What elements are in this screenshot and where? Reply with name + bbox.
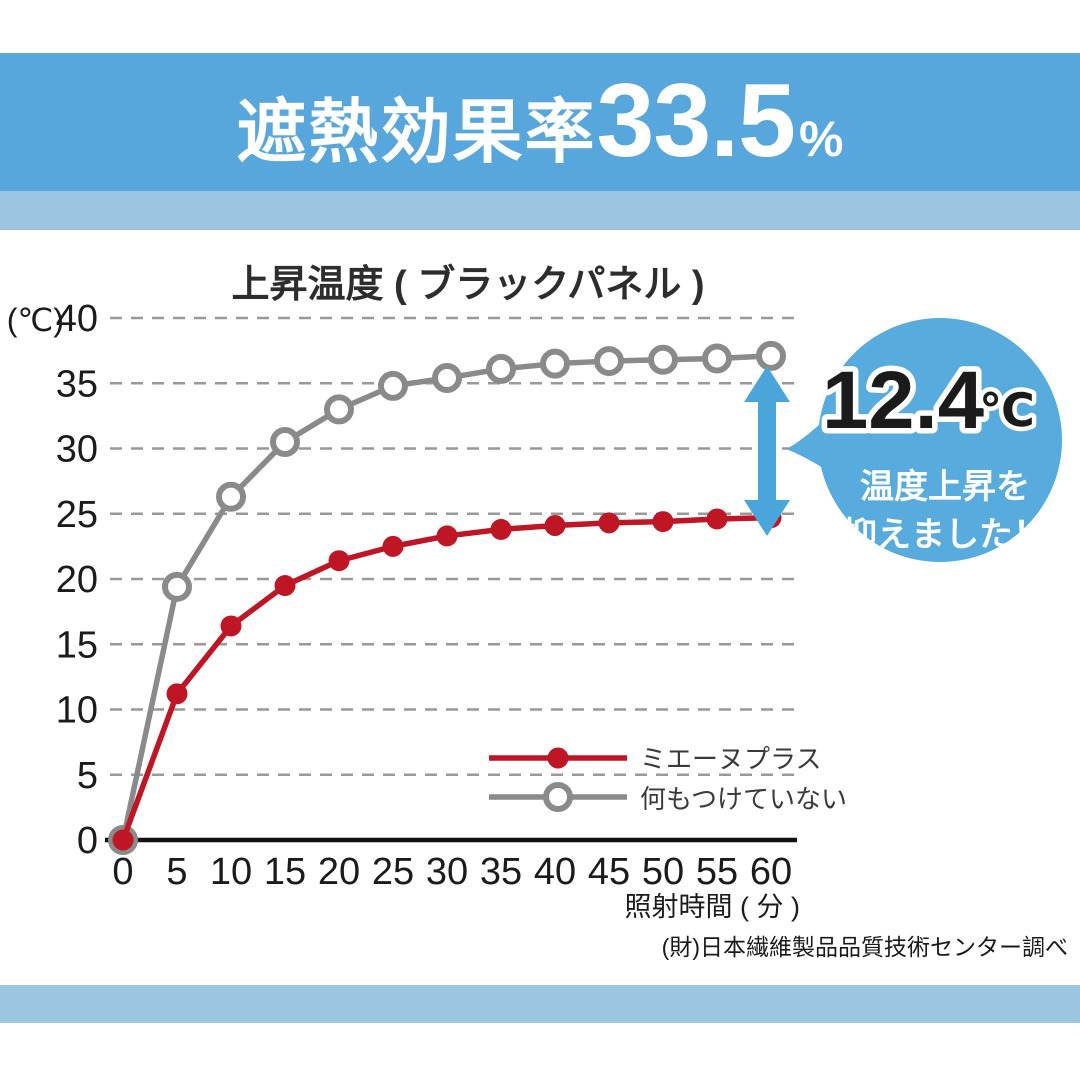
bubble-unit: ℃ [979,384,1035,436]
header-label: 遮熱効果率 [236,93,597,171]
chart-title: 上昇温度 ( ブラックパネル ) [231,263,704,306]
header-band [0,53,1080,191]
data-point-filled [166,683,188,705]
legend-open-circle-marker [543,782,573,812]
y-tick-label: 30 [56,429,98,471]
data-point-open [432,363,462,394]
x-tick-label: 55 [696,851,738,893]
data-point-filled [328,550,350,572]
data-point-open [216,481,246,512]
y-tick-label: 35 [56,363,98,405]
data-point-open [324,394,354,425]
x-tick-label: 30 [426,851,468,893]
y-tick-label: 20 [56,559,98,601]
y-tick-label: 15 [56,624,98,666]
data-point-open [540,348,570,379]
y-tick-label: 40 [56,298,98,340]
data-point-filled [598,512,620,534]
data-series [108,340,786,855]
x-tick-label: 40 [534,851,576,893]
x-axis-title: 照射時間 ( 分 ) [625,892,801,922]
data-point-filled [544,514,566,536]
bubble-circle [818,318,1062,562]
data-point-filled [220,615,242,637]
data-point-filled [652,511,674,533]
x-tick-label: 10 [210,851,252,893]
bubble-value: 12.4 [822,355,984,446]
data-point-filled [490,518,512,540]
data-point-filled [436,525,458,547]
legend-label-series2: 何もつけていない [640,784,847,814]
data-point-filled [274,575,296,597]
data-point-open [702,343,732,374]
x-tick-label: 45 [588,851,630,893]
legend-filled-circle-marker [547,747,569,769]
x-tick-label: 5 [166,851,187,893]
data-point-open [486,353,516,384]
header-value: 33.5 [596,63,796,179]
annotation-bubble: 12.4 ℃ 温度上昇を 抑えました！ [786,318,1062,562]
header-title: 遮熱効果率33.5% [0,53,1080,191]
y-tick-label: 10 [56,690,98,732]
bubble-text-line1: 温度上昇を [860,468,1030,506]
data-point-open [756,340,786,371]
x-tick-label: 50 [642,851,684,893]
x-tick-label: 25 [372,851,414,893]
x-tick-label: 20 [318,851,360,893]
header-unit: % [798,111,844,167]
x-tick-label: 15 [264,851,306,893]
data-point-open [648,344,678,375]
y-tick-label: 0 [77,820,98,862]
gridlines [110,316,797,776]
double-headed-arrow-icon [744,366,790,536]
legend: ミエーヌプラス 何もつけていない [489,744,847,814]
data-point-filled [706,508,728,530]
legend-label-series1: ミエーヌプラス [640,744,821,774]
source-footnote: (財)日本繊維製品品質技術センター調べ [662,934,1068,960]
x-tick-label: 60 [750,851,792,893]
footer-accent-band [0,985,1080,1023]
data-point-filled [382,535,404,557]
y-axis-unit-label: (℃) [7,302,64,338]
x-tick-label: 0 [112,851,133,893]
data-point-open [594,346,624,377]
x-tick-label: 35 [480,851,522,893]
y-tick-label: 5 [77,755,98,797]
data-point-open [378,370,408,401]
header-accent-band [0,191,1080,230]
y-tick-label: 25 [56,494,98,536]
bubble-text-line2: 抑えました！ [843,516,1047,554]
data-point-open [162,571,192,602]
data-point-filled [112,829,134,851]
data-point-open [270,426,300,457]
